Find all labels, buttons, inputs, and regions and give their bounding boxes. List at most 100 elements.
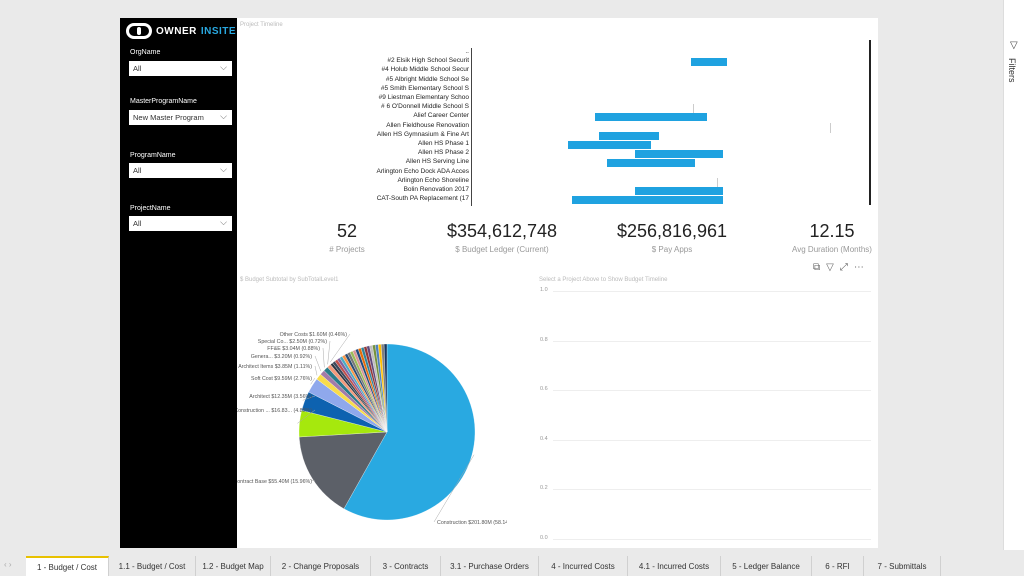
timeline-bar[interactable] [635, 187, 723, 195]
y-tick-label: 1.0 [540, 287, 548, 293]
slicer-value: New Master Program [133, 113, 204, 122]
pie-data-label: Contract Base $55.40M (15.96%) [237, 479, 312, 485]
timeline-row-label: Allen HS Phase 2 [418, 149, 469, 157]
timeline-row-label: #5 Albright Middle School Se [385, 75, 469, 83]
filter-icon[interactable]: ▽ [826, 262, 834, 273]
pie-leader-line [297, 409, 316, 424]
kpi-value: 12.15 [809, 221, 855, 241]
page-tab[interactable]: 4 - Incurred Costs [539, 556, 628, 576]
timeline-bar[interactable] [690, 58, 727, 67]
pie-leader-line [314, 365, 318, 376]
pie-data-label: Special Co... $2.50M (0.72%) [258, 339, 327, 345]
timeline-title: Project Timeline [240, 22, 283, 28]
pie-leader-line [433, 454, 475, 523]
logo-text: OWNER [156, 25, 197, 37]
timeline-row-label: #9 Liestman Elementary Schoo [378, 94, 469, 101]
slicer-label-programname: ProgramName [130, 152, 176, 159]
slicer-label-orgname: OrgName [130, 49, 161, 56]
pie-data-label: Architect Items $3.85M (1.11%) [238, 364, 312, 370]
timeline-row-label: Arlington Echo Shoreline [397, 176, 469, 184]
timeline-bar[interactable] [595, 113, 707, 122]
pie-data-label: Construction $201.80M (58.14%) [437, 520, 507, 526]
pie-leader-line [302, 395, 316, 401]
timeline-bar[interactable] [571, 196, 723, 205]
budget-pie-chart[interactable]: Construction $201.80M (58.14%) Contract B… [237, 298, 507, 548]
timeline-bar[interactable] [599, 131, 660, 140]
kpi-label: # Projects [329, 245, 365, 254]
slicer-panel: OWNER INSITE OrgName All ⌵ MasterProgramNa… [120, 18, 237, 548]
pie-data-label: Construction ... $16.83... (4.85%) [237, 408, 312, 414]
slicer-value: All [133, 64, 142, 73]
timeline-axis [471, 48, 472, 206]
page-tab[interactable]: 3.1 - Purchase Orders [441, 556, 539, 576]
filters-pane[interactable]: ▽ Filters [1003, 0, 1024, 550]
page-tab[interactable]: 4.1 - Incurred Costs [628, 556, 721, 576]
tab-scroll-left[interactable]: ‹ › [4, 560, 12, 569]
y-tick-label: 0.2 [540, 485, 548, 491]
kpi-value: $354,612,748 [446, 221, 558, 241]
slicer-masterprogram[interactable]: New Master Program ⌵ [129, 110, 232, 125]
slicer-projectname[interactable]: All ⌵ [129, 216, 232, 231]
logo-text-accent: INSITE [200, 25, 237, 37]
kpi-label: $ Budget Ledger (Current) [455, 245, 549, 254]
pie-leader-line [310, 479, 316, 482]
timeline-row-label: Allen Fieldhouse Renovation [386, 121, 469, 129]
pie-leader-line [310, 377, 316, 385]
page-tab[interactable]: 6 - RFI [812, 556, 864, 576]
kpi-card: $256,816,961 $ Pay Apps [592, 221, 752, 254]
page-tab[interactable]: 1 - Budget / Cost [26, 556, 109, 576]
page-tab[interactable]: 1.2 - Budget Map [196, 556, 271, 576]
timeline-bar[interactable] [607, 159, 695, 168]
report-main: Project Timeline .. #2 Elsik High School … [237, 18, 878, 548]
pie-leader-line [314, 355, 322, 372]
timeline-bar[interactable] [716, 177, 718, 188]
copy-icon[interactable]: ⧉ [813, 262, 821, 273]
owner-insite-logo: OWNER INSITE [126, 23, 236, 39]
timeline-row-label: Allen HS Serving Line [405, 158, 469, 166]
pie-title: $ Budget Subtotal by SubTotalLevel1 [240, 277, 339, 283]
kpi-card: 52 # Projects [267, 221, 427, 254]
timeline-row-label: # 6 O'Donnell Middle School S [381, 103, 469, 111]
pie-data-label: Genera... $3.20M (0.92%) [251, 354, 312, 360]
gridline [553, 489, 871, 490]
slicer-programname[interactable]: All ⌵ [129, 163, 232, 178]
pie-slice[interactable] [343, 343, 476, 521]
gridline [553, 390, 871, 391]
y-tick-label: 0.8 [540, 336, 548, 343]
kpi-card: $354,612,748 $ Budget Ledger (Current) [422, 221, 582, 254]
timeline-row-label: CAT-South PA Replacement (17 [376, 195, 469, 203]
kpi-card: 12.15 Avg Duration (Months) [752, 221, 912, 254]
timeline-row-label: .. [465, 48, 469, 55]
timeline-bar[interactable] [830, 122, 832, 133]
chevron-down-icon: ⌵ [220, 164, 227, 174]
pie-data-label: Other Costs $1.60M (0.46%) [280, 332, 348, 338]
timeline-row-label: Alief Career Center [413, 112, 469, 120]
timeline-row-label: #5 Smith Elementary School S [380, 84, 469, 92]
page-tab[interactable]: 7 - Submittals [864, 556, 941, 576]
gridline [553, 291, 871, 292]
page-tab[interactable]: 2 - Change Proposals [271, 556, 371, 576]
kpi-value: $256,816,961 [616, 221, 728, 241]
pie-data-label: FF&E $3.04M (0.88%) [267, 346, 320, 352]
today-line [869, 40, 871, 205]
chevron-down-icon: ⌵ [220, 217, 227, 227]
slicer-label-masterprogram: MasterProgramName [130, 98, 197, 105]
page-tab[interactable]: 3 - Contracts [371, 556, 441, 576]
page-tab[interactable]: 1.1 - Budget / Cost [109, 556, 196, 576]
timeline-row-label: Bolin Renovation 2017 [403, 186, 469, 193]
pie-slice[interactable] [298, 431, 388, 509]
timeline-row-label: #4 Holub Middle School Secur [381, 66, 469, 74]
timeline-bar[interactable] [635, 150, 723, 159]
pie-data-label: Architect $12.35M (3.56%) [249, 394, 312, 400]
timeline-bar[interactable] [692, 104, 694, 115]
focus-mode-icon[interactable]: ⤢ [839, 262, 848, 273]
more-options-icon[interactable]: ⋯ [853, 262, 864, 273]
y-tick-label: 0.4 [540, 435, 548, 442]
gridline [553, 538, 871, 540]
timeline-bar[interactable] [567, 141, 652, 149]
page-tab[interactable]: 5 - Ledger Balance [721, 556, 812, 576]
project-timeline-chart[interactable]: .. #2 Elsik High School Securit #4 Holub M… [237, 40, 871, 213]
pie-slice[interactable] [383, 343, 388, 433]
pie-leader-line [322, 347, 325, 368]
slicer-orgname[interactable]: All ⌵ [129, 61, 232, 76]
